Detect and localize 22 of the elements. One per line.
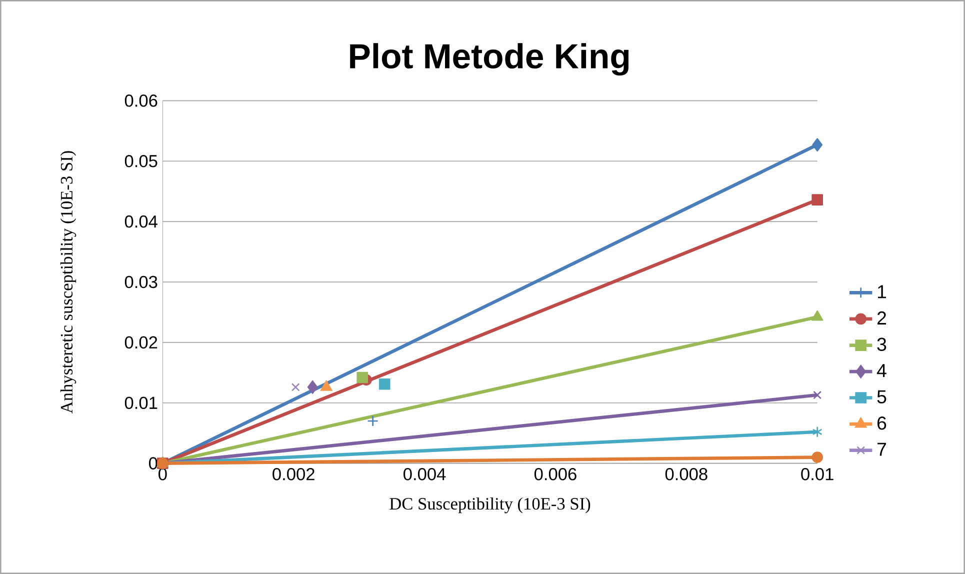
x-tick-label: 0.006: [534, 468, 576, 480]
chart-title: Plot Metode King: [350, 43, 629, 76]
y-tick-label: 0.03: [124, 276, 158, 288]
x-tick-label: 0.002: [272, 468, 314, 480]
x-axis-title: DC Susceptibility (10E-3 SI): [390, 497, 590, 514]
legend-label: 5: [877, 390, 886, 404]
x-tick-label: 0.008: [665, 468, 708, 480]
legend-label: 6: [877, 416, 886, 430]
legend-label: 1: [878, 285, 886, 298]
y-tick-label: 0.04: [124, 215, 158, 228]
y-tick-label: 0.01: [124, 396, 158, 410]
x-tick-label: 0.004: [404, 468, 446, 480]
y-tick-label: 0: [148, 457, 158, 470]
legend-label: 7: [878, 442, 886, 456]
legend-label: 3: [877, 338, 886, 352]
y-tick-label: 0.05: [124, 154, 158, 168]
y-tick-label: 0.06: [124, 94, 158, 107]
x-tick-label: 0.01: [801, 468, 834, 480]
y-tick-label: 0.02: [124, 336, 158, 349]
y-axis-title: Anhysteretic susceptibility (10E-3 SI): [60, 151, 76, 414]
legend-label: 4: [876, 364, 886, 377]
legend-label: 2: [877, 311, 886, 324]
